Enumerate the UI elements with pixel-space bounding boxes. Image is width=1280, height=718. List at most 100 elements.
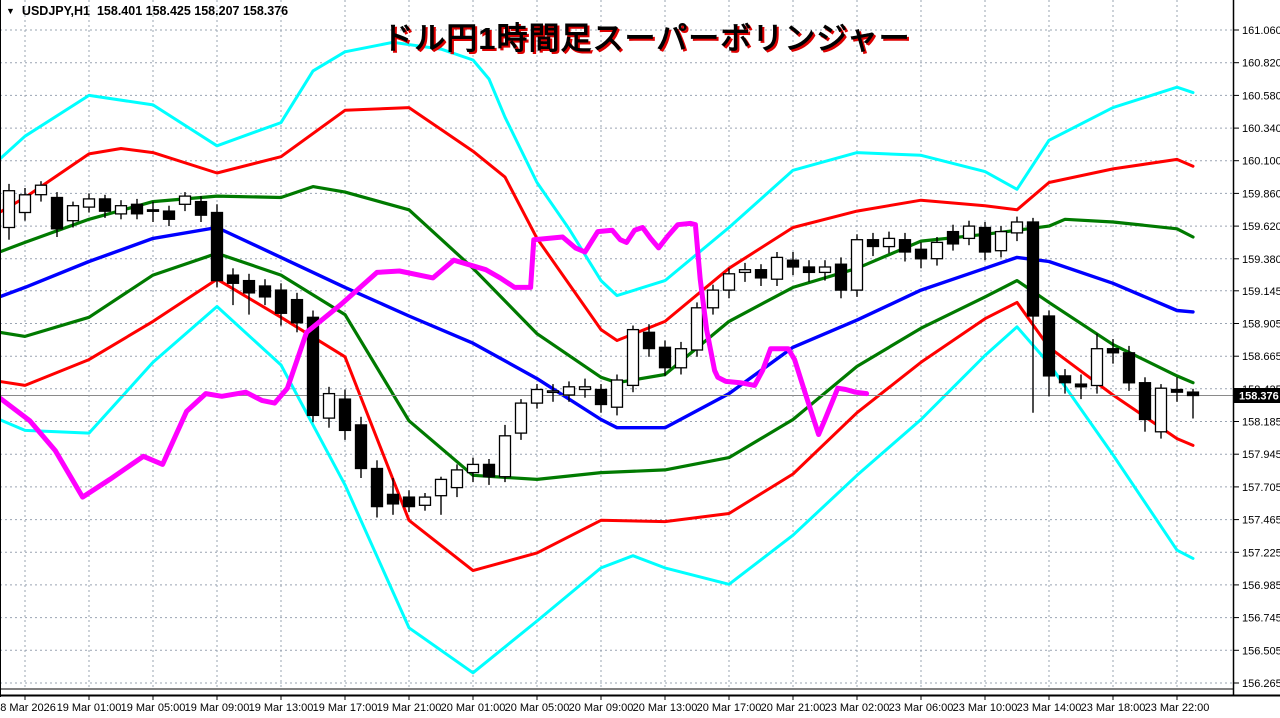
line-lagging-span (0, 220, 870, 500)
candle-body (690, 307, 704, 351)
candle-body (450, 469, 464, 489)
symbol-header: ▼ USDJPY,H1 158.401 158.425 158.207 158.3… (6, 4, 288, 18)
current-price-badge-text: 158.376 (1239, 391, 1279, 403)
line-upper-2sigma (0, 106, 1195, 342)
time-tick-label: 19 Mar 01:00 (57, 702, 122, 714)
time-tick-label: 19 Mar 17:00 (313, 702, 378, 714)
candle-body (786, 259, 800, 268)
candle-body (178, 195, 192, 205)
price-tick-label: 161.060 (1242, 25, 1280, 37)
time-tick-label: 20 Mar 05:00 (505, 702, 570, 714)
candle-body (1186, 391, 1200, 397)
price-tick-label: 160.580 (1242, 90, 1280, 102)
candle-body (1010, 221, 1024, 234)
candle-body (66, 205, 80, 222)
candle-body (898, 239, 912, 253)
candle-body (1138, 382, 1152, 421)
candle-body (946, 230, 960, 245)
time-tick-label: 23 Mar 18:00 (1081, 702, 1146, 714)
price-tick-label: 158.905 (1242, 319, 1280, 331)
time-tick-label: 23 Mar 06:00 (889, 702, 954, 714)
candle-body (514, 402, 528, 434)
time-tick-label: 23 Mar 10:00 (953, 702, 1018, 714)
candle-body (594, 388, 608, 406)
price-tick-label: 156.745 (1242, 613, 1280, 625)
candle-body (1122, 352, 1136, 384)
candle-body (834, 263, 848, 291)
price-tick-label: 158.665 (1242, 351, 1280, 363)
price-tick-label: 159.620 (1242, 221, 1280, 233)
candle-body (1042, 315, 1056, 377)
candle-body (770, 256, 784, 280)
candle-body (866, 239, 880, 248)
candle-body (210, 211, 224, 282)
candle-body (194, 200, 208, 216)
candle-body (274, 289, 288, 314)
candle-body (1074, 383, 1088, 388)
candle-body (610, 379, 624, 408)
price-tick-label: 159.380 (1242, 254, 1280, 266)
candle-body (34, 184, 48, 196)
candle-body (130, 203, 144, 215)
candle-body (322, 392, 336, 419)
line-lower-1sigma (0, 251, 1195, 481)
candle-body (1026, 221, 1040, 317)
candle-body (146, 209, 160, 212)
price-tick-label: 160.100 (1242, 156, 1280, 168)
time-tick-label: 20 Mar 09:00 (569, 702, 634, 714)
candle-body (1106, 348, 1120, 354)
candle-body (1154, 387, 1168, 433)
price-tick-label: 156.505 (1242, 645, 1280, 657)
candle-body (50, 196, 64, 230)
candle-body (434, 478, 448, 497)
candle-body (338, 398, 352, 432)
candle-body (802, 266, 816, 274)
candle-body (674, 348, 688, 369)
symbol-dropdown-icon[interactable]: ▼ (6, 6, 15, 16)
price-tick-label: 158.185 (1242, 417, 1280, 429)
candle-body (82, 198, 96, 208)
candle-body (482, 463, 496, 478)
time-tick-label: 19 Mar 21:00 (377, 702, 442, 714)
candle-body (930, 241, 944, 260)
time-tick-label: 20 Mar 01:00 (441, 702, 506, 714)
candle-body (850, 239, 864, 291)
time-tick-label: 20 Mar 17:00 (697, 702, 762, 714)
candle-body (258, 285, 272, 298)
candle-body (962, 225, 976, 240)
candle-body (914, 248, 928, 260)
candle-body (642, 331, 656, 350)
candle-body (658, 346, 672, 369)
candle-body (98, 198, 112, 212)
candle-body (754, 269, 768, 279)
candle-body (18, 194, 32, 214)
candle-body (530, 388, 544, 404)
candle-body (418, 496, 432, 506)
price-tick-label: 156.985 (1242, 580, 1280, 592)
price-tick-label: 160.820 (1242, 58, 1280, 70)
candle-body (1090, 348, 1104, 387)
time-tick-label: 20 Mar 13:00 (633, 702, 698, 714)
price-tick-label: 156.265 (1242, 678, 1280, 690)
candle-body (706, 289, 720, 309)
candle-body (306, 316, 320, 417)
candle-body (978, 226, 992, 253)
line-lower-3sigma (0, 305, 1195, 675)
candle-body (1170, 388, 1184, 393)
candle-body (354, 424, 368, 470)
candle-body (738, 269, 752, 274)
candle-body (162, 210, 176, 220)
candle-body (466, 463, 480, 474)
candle-body (226, 274, 240, 284)
candle-body (2, 190, 16, 229)
candle-body (722, 273, 736, 291)
price-tick-label: 157.945 (1242, 449, 1280, 461)
time-tick-label: 19 Mar 09:00 (185, 702, 250, 714)
candle-body (818, 266, 832, 274)
price-tick-label: 160.340 (1242, 123, 1280, 135)
price-tick-label: 159.860 (1242, 188, 1280, 200)
candle-body (994, 230, 1008, 252)
symbol-ohlc-values: 158.401 158.425 158.207 158.376 (96, 4, 289, 18)
